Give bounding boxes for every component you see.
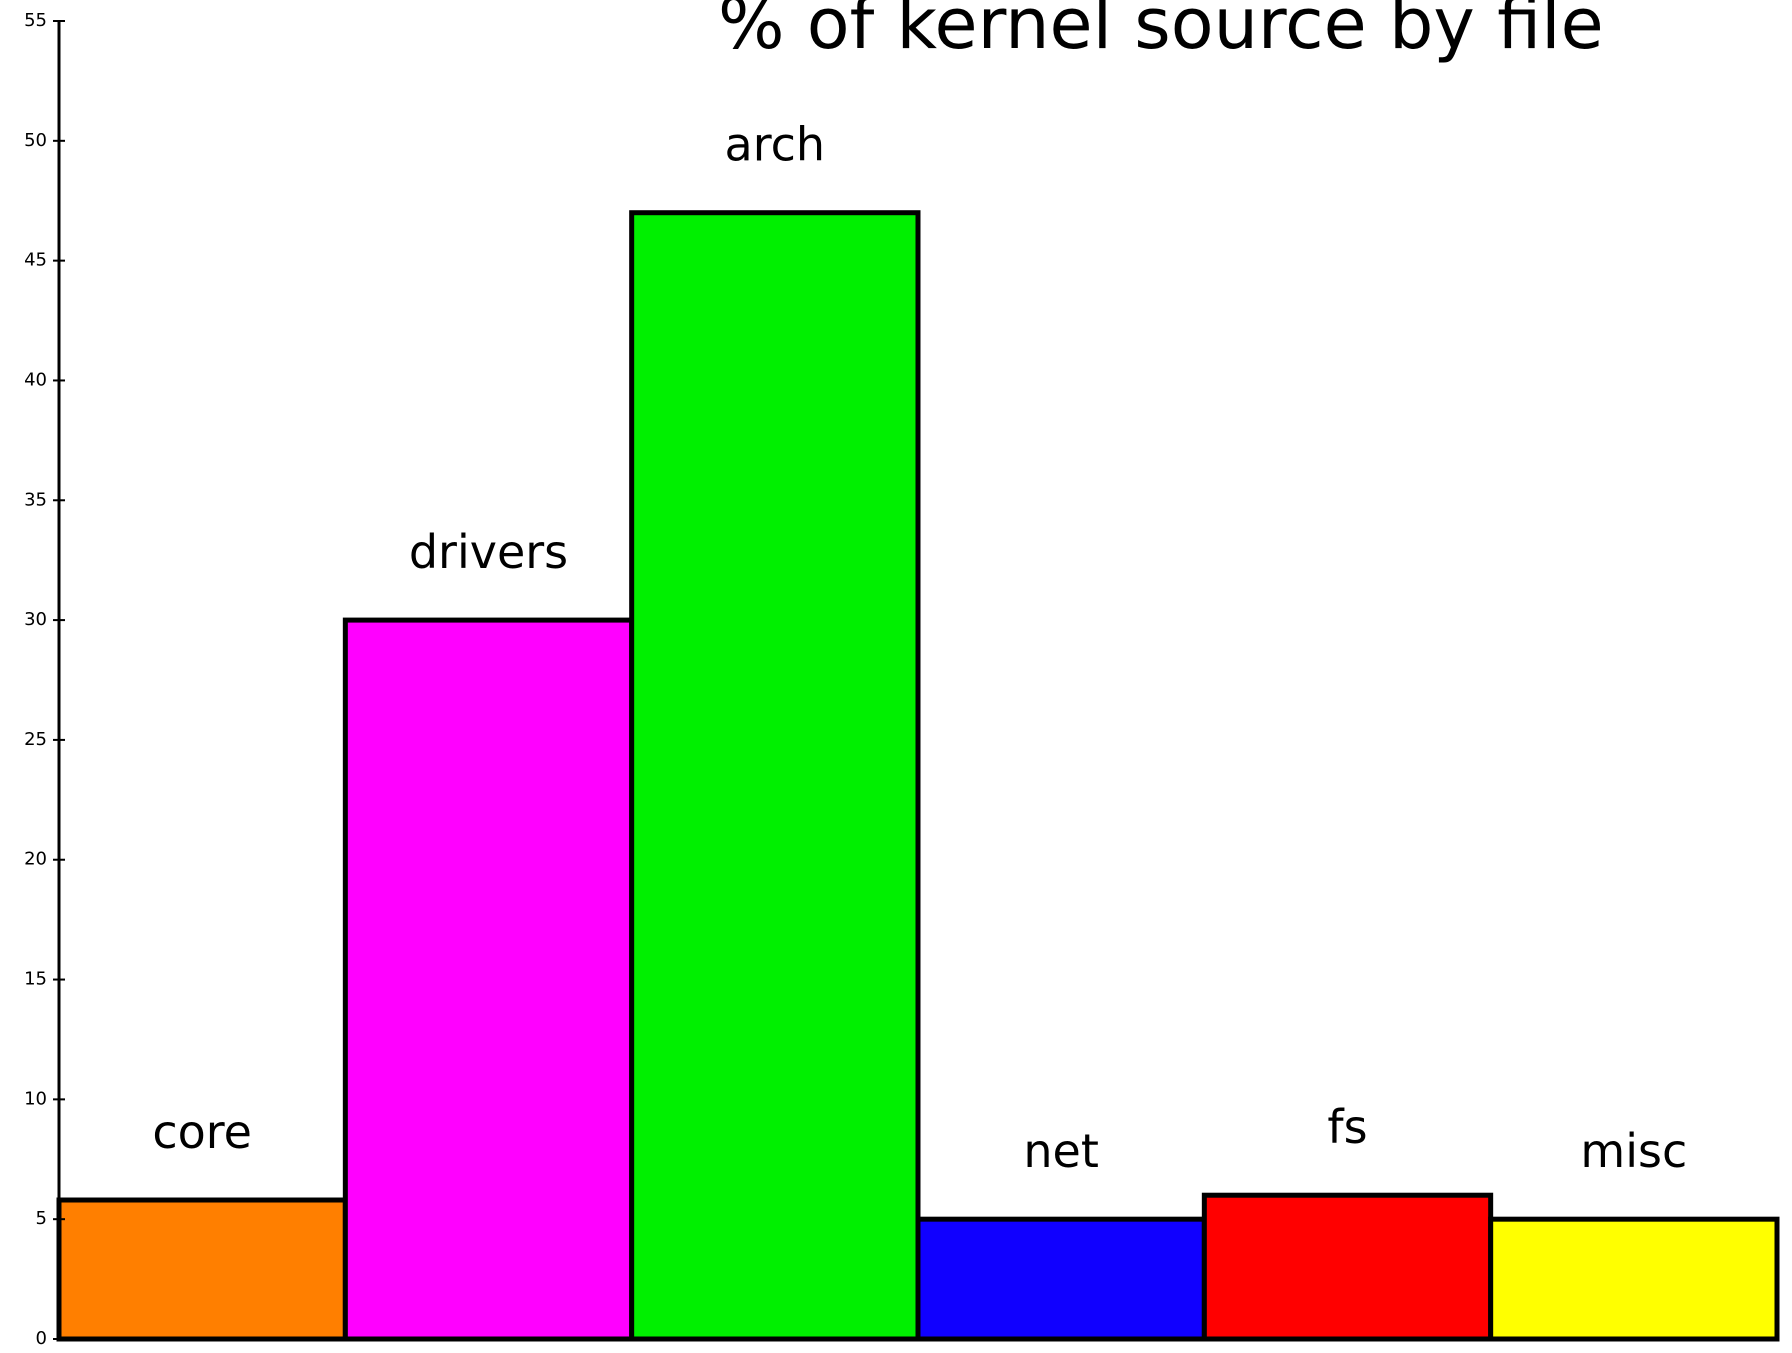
y-tick-label: 5 — [36, 1208, 47, 1229]
bar — [342, 617, 635, 1342]
bar — [1488, 1216, 1780, 1342]
y-tick-label: 25 — [24, 729, 47, 750]
bar-label: net — [1023, 1124, 1099, 1178]
chart-title: % of kernel source by file — [718, 0, 1604, 65]
y-tick-label: 45 — [24, 250, 47, 271]
y-tick-label: 30 — [24, 609, 47, 630]
y-tick-label: 40 — [24, 369, 47, 390]
y-tick-label: 50 — [24, 130, 47, 151]
bar — [629, 210, 921, 1342]
y-tick-label: 35 — [24, 489, 47, 510]
bar-label: core — [152, 1105, 252, 1159]
y-tick-label: 20 — [24, 849, 47, 870]
y-tick-label: 15 — [24, 969, 47, 990]
y-tick-label: 0 — [36, 1328, 47, 1349]
y-tick-label: 55 — [24, 10, 47, 31]
bar-label: fs — [1327, 1100, 1367, 1154]
bar-label: misc — [1580, 1124, 1687, 1178]
y-tick-label: 10 — [24, 1088, 47, 1109]
bar — [915, 1216, 1207, 1342]
bar-label: arch — [725, 118, 826, 172]
bar — [56, 1197, 348, 1342]
bar — [1201, 1192, 1494, 1342]
bar-label: drivers — [409, 525, 568, 579]
